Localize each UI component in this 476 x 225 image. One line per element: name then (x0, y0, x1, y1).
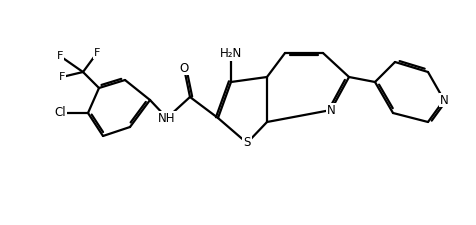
Text: F: F (59, 72, 65, 82)
Text: Cl: Cl (54, 106, 66, 119)
Text: F: F (57, 51, 63, 61)
Text: S: S (243, 137, 251, 149)
Text: N: N (327, 104, 336, 117)
Text: O: O (179, 61, 188, 74)
Text: F: F (94, 48, 100, 58)
Text: H₂N: H₂N (220, 47, 242, 60)
Text: N: N (440, 94, 448, 106)
Text: NH: NH (158, 112, 176, 124)
